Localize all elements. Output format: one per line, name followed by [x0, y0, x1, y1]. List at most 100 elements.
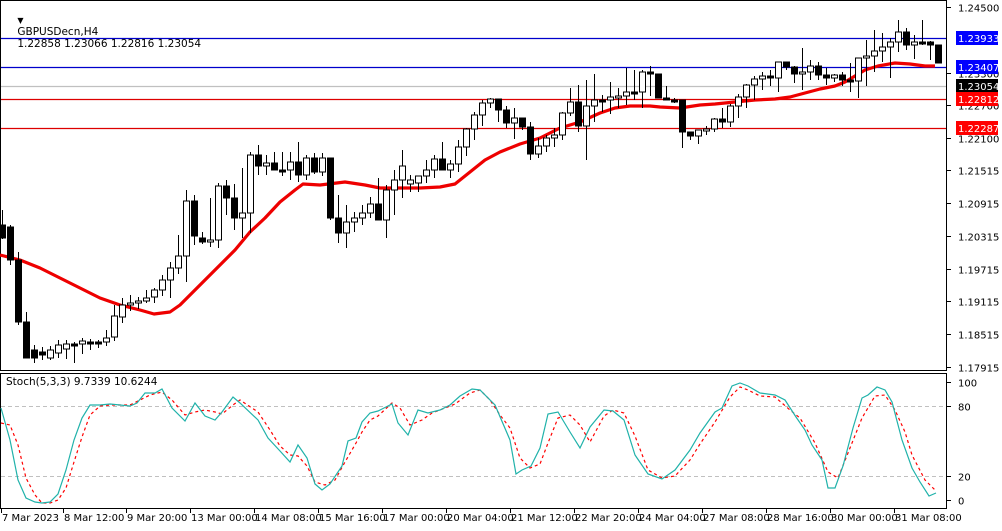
bull-candle — [703, 128, 710, 132]
bear-candle — [199, 237, 206, 243]
bull-candle — [215, 185, 222, 241]
bear-candle — [671, 99, 678, 103]
bear-candle — [71, 343, 78, 347]
bull-candle — [583, 105, 590, 127]
bull-candle — [863, 55, 870, 59]
bull-candle — [407, 179, 414, 185]
stoch-main-line — [0, 382, 937, 504]
price-label-text: 1.22287 — [958, 124, 999, 135]
price-tick-label: 1.19115 — [958, 298, 999, 309]
bull-candle — [47, 349, 54, 359]
price-label-text: 1.22812 — [958, 95, 999, 106]
bull-candle — [607, 96, 614, 101]
bear-candle — [23, 321, 30, 359]
bull-candle — [799, 71, 806, 75]
bull-candle — [287, 161, 294, 171]
price-tick-label: 1.22700 — [958, 102, 999, 113]
bull-candle — [263, 162, 270, 167]
bull-candle — [183, 200, 190, 257]
price-label-box — [956, 79, 998, 93]
stoch-tick-label: 20 — [958, 473, 971, 484]
bear-candle — [311, 157, 318, 173]
bear-candle — [919, 41, 926, 45]
price-label-text: 1.23407 — [958, 63, 999, 74]
time-tick-label: 14 Mar 08:00 — [255, 513, 322, 524]
time-tick-label: 13 Mar 00:00 — [191, 513, 258, 524]
bull-candle — [511, 117, 518, 124]
stoch-tick-label: 80 — [958, 403, 971, 414]
bear-candle — [255, 154, 262, 167]
bear-candle — [223, 185, 230, 199]
bear-candle — [599, 99, 606, 103]
bear-candle — [31, 349, 38, 359]
bull-candle — [383, 189, 390, 221]
bear-candle — [839, 74, 846, 81]
bull-candle — [447, 163, 454, 171]
bull-candle — [399, 165, 406, 181]
bull-candle — [135, 300, 142, 304]
dropdown-triangle-icon[interactable]: ▼ — [17, 16, 24, 25]
price-tick-label: 1.17915 — [958, 364, 999, 375]
bear-candle — [935, 44, 942, 64]
time-tick-label: 24 Mar 04:00 — [639, 513, 706, 524]
bear-candle — [7, 226, 14, 261]
bull-candle — [727, 105, 734, 123]
bull-candle — [127, 302, 134, 306]
price-axis[interactable]: 1.24500 1.23300 1.22700 1.22100 1.21515 1.209… — [946, 4, 999, 375]
bull-candle — [895, 31, 902, 43]
bull-candle — [855, 57, 862, 82]
bull-candle — [759, 75, 766, 80]
stochastic-axis: 100 80 20 0 — [946, 379, 977, 508]
candlesticks — [0, 20, 942, 363]
bull-candle — [151, 289, 158, 298]
price-label-box — [956, 31, 998, 45]
bull-candle — [887, 41, 894, 48]
bear-candle — [679, 99, 686, 133]
price-label-box — [956, 121, 998, 135]
bull-candle — [351, 217, 358, 223]
bull-candle — [239, 212, 246, 219]
bear-candle — [847, 79, 854, 83]
price-tick-label: 1.24500 — [958, 4, 999, 15]
bull-candle — [623, 91, 630, 97]
price-label-text: 1.23054 — [958, 82, 999, 93]
time-axis[interactable]: 7 Mar 2023 8 Mar 12:00 9 Mar 20:00 13 Mar 0… — [1, 508, 962, 524]
price-labels: 1.23933 1.23407 1.23054 1.22812 1.22287 — [956, 31, 999, 135]
moving-average-line — [0, 61, 935, 316]
bear-candle — [295, 161, 302, 176]
bull-candle — [159, 279, 166, 291]
bear-candle — [335, 217, 342, 234]
bull-candle — [831, 74, 838, 79]
chart-title: ▼ GBPUSDecn,H4 1.22858 1.23066 1.22816 1… — [4, 2, 201, 62]
bull-candle — [167, 267, 174, 281]
time-tick-label: 9 Mar 20:00 — [127, 513, 187, 524]
bull-candle — [775, 61, 782, 79]
bear-candle — [783, 61, 790, 68]
bull-candle — [463, 128, 470, 148]
time-tick-label: 28 Mar 16:00 — [767, 513, 834, 524]
bear-candle — [647, 71, 654, 75]
bull-candle — [543, 137, 550, 147]
symbol-timeframe: GBPUSDecn,H4 — [17, 26, 99, 38]
bull-candle — [639, 71, 646, 93]
bull-candle — [119, 304, 126, 318]
price-tick-label: 1.20915 — [958, 200, 999, 211]
bear-candle — [719, 118, 726, 123]
price-tick-label: 1.22100 — [958, 135, 999, 146]
bear-candle — [87, 341, 94, 345]
bear-candle — [39, 351, 46, 356]
bull-candle — [591, 99, 598, 107]
bull-candle — [319, 157, 326, 173]
bear-candle — [231, 197, 238, 219]
bull-candle — [743, 84, 750, 98]
bull-candle — [55, 344, 62, 354]
bull-candle — [735, 96, 742, 107]
bull-candle — [879, 46, 886, 52]
bull-candle — [751, 78, 758, 86]
bear-candle — [687, 131, 694, 137]
price-label-box — [956, 60, 998, 74]
bear-candle — [519, 117, 526, 128]
bull-candle — [175, 255, 182, 269]
